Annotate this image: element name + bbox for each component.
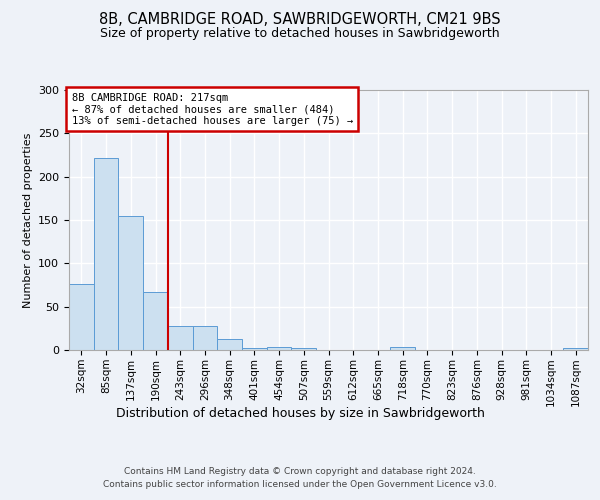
Bar xyxy=(292,348,316,350)
Y-axis label: Number of detached properties: Number of detached properties xyxy=(23,132,32,308)
Text: Contains public sector information licensed under the Open Government Licence v3: Contains public sector information licen… xyxy=(103,480,497,489)
Text: Size of property relative to detached houses in Sawbridgeworth: Size of property relative to detached ho… xyxy=(100,28,500,40)
Bar xyxy=(168,326,193,350)
Text: Distribution of detached houses by size in Sawbridgeworth: Distribution of detached houses by size … xyxy=(116,408,484,420)
Bar xyxy=(217,338,242,350)
Text: Contains HM Land Registry data © Crown copyright and database right 2024.: Contains HM Land Registry data © Crown c… xyxy=(124,468,476,476)
Bar xyxy=(69,284,94,350)
Bar xyxy=(193,326,217,350)
Bar xyxy=(242,348,267,350)
Text: 8B CAMBRIDGE ROAD: 217sqm
← 87% of detached houses are smaller (484)
13% of semi: 8B CAMBRIDGE ROAD: 217sqm ← 87% of detac… xyxy=(71,92,353,126)
Bar xyxy=(390,348,415,350)
Bar xyxy=(563,348,588,350)
Bar xyxy=(143,292,168,350)
Bar xyxy=(94,158,118,350)
Bar xyxy=(267,346,292,350)
Bar xyxy=(118,216,143,350)
Text: 8B, CAMBRIDGE ROAD, SAWBRIDGEWORTH, CM21 9BS: 8B, CAMBRIDGE ROAD, SAWBRIDGEWORTH, CM21… xyxy=(99,12,501,28)
